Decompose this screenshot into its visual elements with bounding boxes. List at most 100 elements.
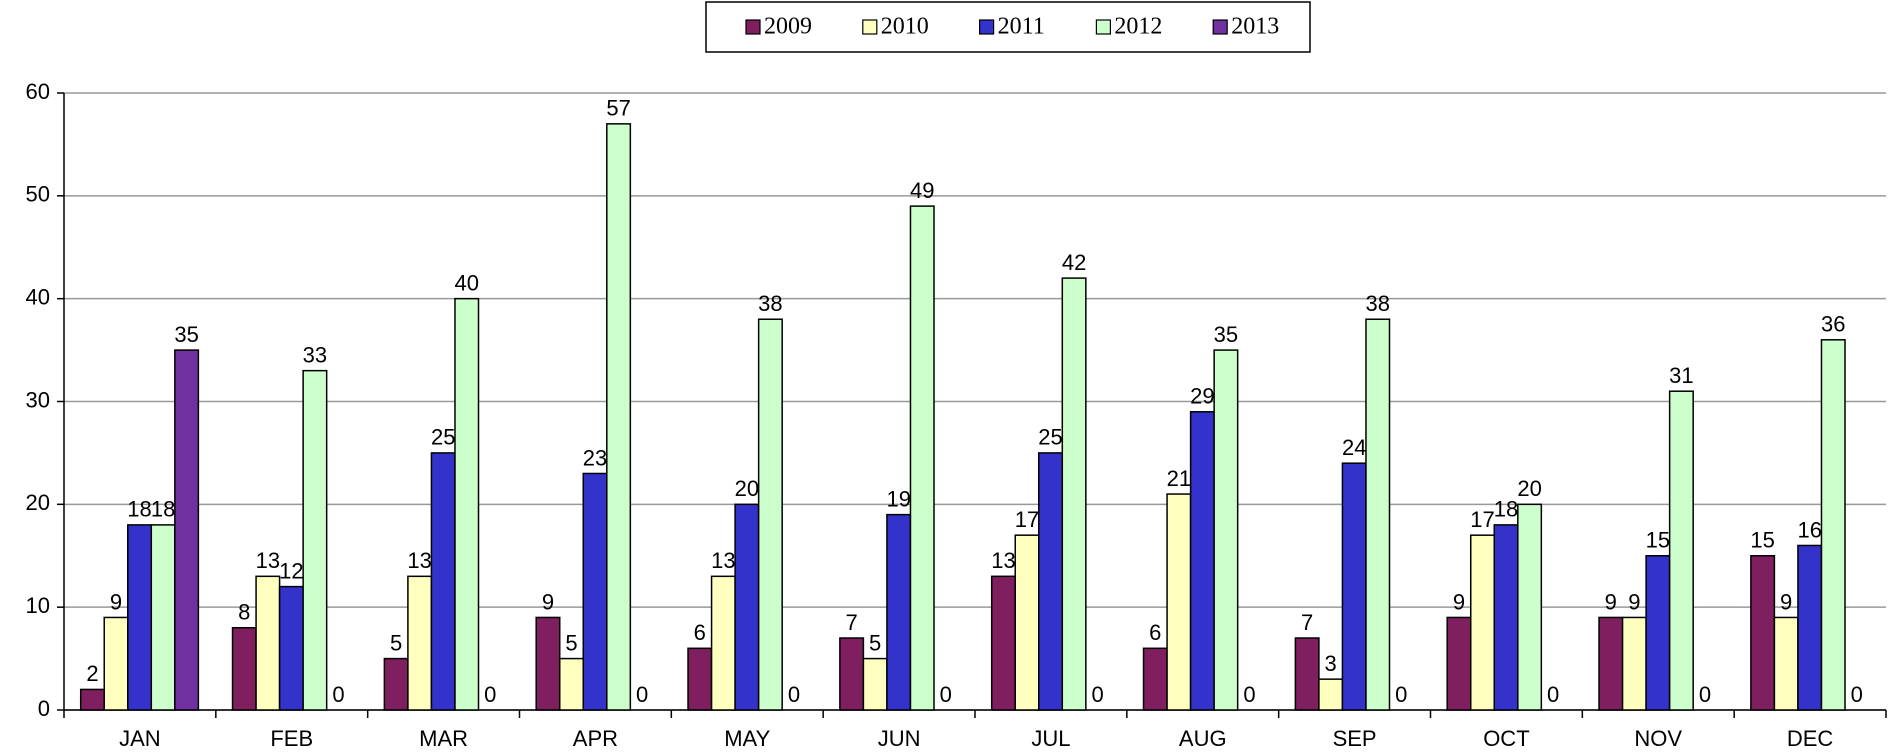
data-label: 17 [1015, 507, 1039, 532]
bar [1166, 493, 1192, 711]
bar [1142, 647, 1168, 711]
data-label: 9 [1780, 589, 1792, 614]
bar [1469, 534, 1496, 711]
data-label: 35 [174, 322, 198, 347]
bar [1365, 318, 1391, 711]
x-tick-label: OCT [1483, 726, 1529, 751]
data-label: 0 [940, 682, 952, 707]
data-label: 13 [711, 548, 735, 573]
bar [430, 452, 456, 711]
data-label: 7 [1301, 610, 1313, 635]
data-label: 20 [1517, 476, 1541, 501]
bar [687, 647, 713, 711]
bar [1598, 616, 1624, 711]
y-tick-label: 40 [26, 284, 50, 309]
y-tick-label: 20 [26, 490, 50, 515]
data-label: 13 [407, 548, 431, 573]
y-tick-label: 30 [26, 387, 50, 412]
bar [302, 369, 328, 711]
bar [278, 585, 304, 711]
bar [1038, 452, 1064, 711]
data-label: 25 [431, 425, 455, 450]
legend-label: 2012 [1114, 14, 1162, 40]
bar [1517, 503, 1543, 711]
bar [535, 616, 561, 711]
bar [231, 626, 257, 711]
legend-swatch [1212, 19, 1228, 35]
bar [150, 524, 176, 711]
data-label: 21 [1167, 466, 1191, 491]
data-label: 15 [1750, 528, 1774, 553]
data-label: 6 [1149, 620, 1161, 645]
bar [174, 349, 200, 711]
bar [1797, 544, 1823, 711]
data-label: 0 [332, 682, 344, 707]
bar [1621, 616, 1647, 711]
data-label: 2 [86, 661, 98, 686]
bar [990, 575, 1016, 711]
legend-swatch [978, 19, 995, 35]
y-tick-label: 10 [26, 593, 50, 618]
data-label: 9 [542, 589, 554, 614]
legend-label: 2010 [881, 14, 929, 40]
bar [606, 123, 632, 711]
bar [407, 575, 433, 711]
data-label: 13 [256, 548, 280, 573]
data-label: 20 [735, 476, 759, 501]
bar [454, 297, 480, 711]
x-tick-label: DEC [1787, 726, 1834, 751]
bar [1341, 462, 1367, 711]
bar [862, 657, 888, 711]
data-label: 31 [1669, 363, 1693, 388]
data-label: 38 [1365, 291, 1389, 316]
bar [909, 205, 935, 711]
data-label: 13 [991, 548, 1015, 573]
y-tick-label: 0 [38, 696, 50, 721]
data-label: 15 [1646, 528, 1670, 553]
x-tick-label: MAR [419, 726, 468, 751]
bar [710, 575, 736, 711]
bar [1446, 616, 1472, 711]
data-label: 42 [1062, 250, 1086, 275]
x-tick-label: FEB [270, 726, 313, 751]
bar [1820, 339, 1846, 711]
bar [1750, 555, 1776, 711]
legend-box [705, 1, 1311, 53]
x-tick-label: MAY [724, 726, 770, 751]
data-label: 7 [846, 610, 858, 635]
bar [1189, 411, 1215, 711]
bar [255, 575, 281, 711]
bar [1014, 534, 1040, 711]
data-label: 0 [636, 682, 648, 707]
data-label: 38 [758, 291, 782, 316]
data-label: 25 [1038, 425, 1062, 450]
bar [1294, 637, 1320, 711]
data-label: 24 [1342, 435, 1366, 460]
data-label: 36 [1821, 312, 1845, 337]
data-label: 57 [606, 96, 630, 121]
y-tick-label: 60 [26, 79, 50, 104]
legend-swatch [862, 19, 878, 35]
legend-label: 2009 [764, 14, 812, 40]
data-label: 0 [1547, 682, 1559, 707]
data-label: 18 [151, 497, 175, 522]
bar [1645, 555, 1671, 711]
data-label: 12 [279, 558, 303, 583]
bar [757, 318, 783, 711]
bar [1061, 277, 1087, 711]
x-tick-label: SEP [1333, 726, 1377, 751]
bar [103, 616, 129, 711]
bar [1493, 524, 1519, 711]
data-label: 5 [869, 630, 881, 655]
data-label: 35 [1214, 322, 1238, 347]
legend-label: 2011 [998, 14, 1045, 40]
bar [1668, 390, 1694, 711]
bar [582, 472, 608, 711]
data-label: 18 [127, 497, 151, 522]
data-label: 8 [238, 600, 250, 625]
data-label: 18 [1494, 497, 1518, 522]
bar [734, 503, 760, 711]
x-tick-label: JUL [1031, 726, 1070, 751]
legend-label: 2013 [1231, 14, 1279, 40]
